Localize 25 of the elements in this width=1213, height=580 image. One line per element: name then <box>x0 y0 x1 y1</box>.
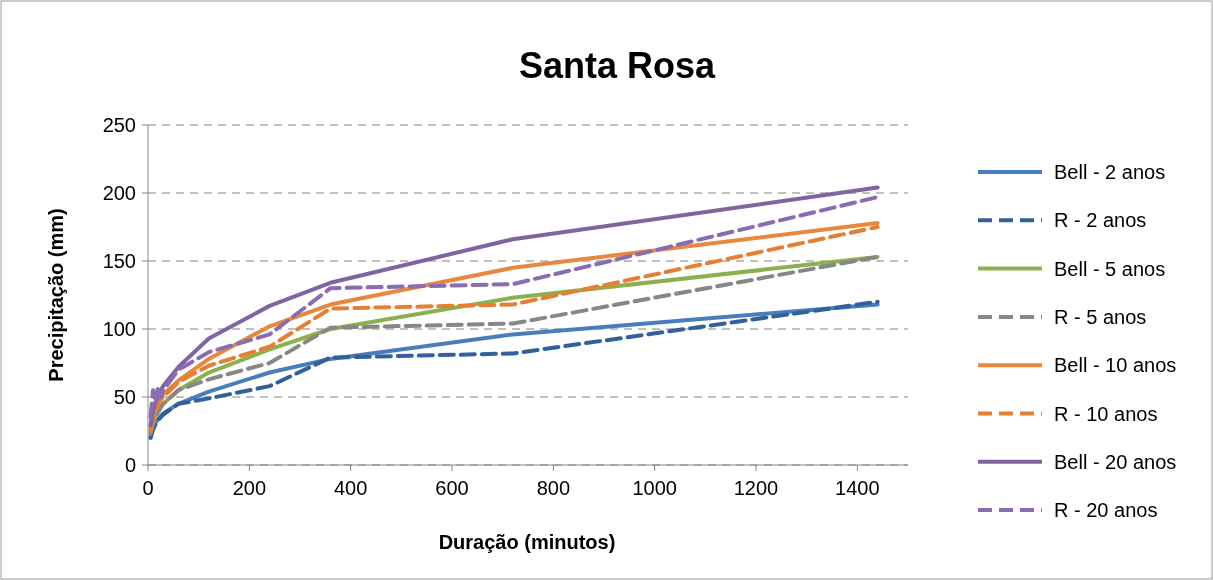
legend-label: Bell - 20 anos <box>1054 450 1177 473</box>
y-tick-label: 150 <box>102 250 136 272</box>
y-tick-label: 50 <box>113 386 136 408</box>
x-tick-label: 1000 <box>632 477 677 499</box>
legend-label: Bell - 2 anos <box>1054 161 1166 183</box>
legend-label: R - 10 anos <box>1054 402 1158 425</box>
x-tick-label: 1200 <box>733 477 779 499</box>
x-tick-label: 0 <box>142 477 154 499</box>
y-tick-label: 200 <box>102 182 136 204</box>
x-tick-label: 200 <box>232 477 267 499</box>
legend-label: Bell - 10 anos <box>1054 354 1177 377</box>
x-axis-title: Duração (minutos) <box>438 531 616 553</box>
x-tick-label: 600 <box>435 477 469 499</box>
x-tick-label: 400 <box>333 477 368 499</box>
legend-label: R - 5 anos <box>1054 305 1147 328</box>
legend-label: Bell - 5 anos <box>1054 257 1166 280</box>
chart-title: Santa Rosa <box>518 45 717 86</box>
y-tick-label: 100 <box>102 318 136 340</box>
y-tick-label: 250 <box>102 114 136 136</box>
legend-label: R - 20 anos <box>1054 499 1158 522</box>
y-axis-title: Precipitação (mm) <box>45 208 67 382</box>
x-tick-label: 1400 <box>835 477 880 499</box>
x-tick-label: 800 <box>536 477 571 499</box>
y-tick-label: 0 <box>124 454 136 476</box>
legend-label: R - 2 anos <box>1054 209 1147 232</box>
